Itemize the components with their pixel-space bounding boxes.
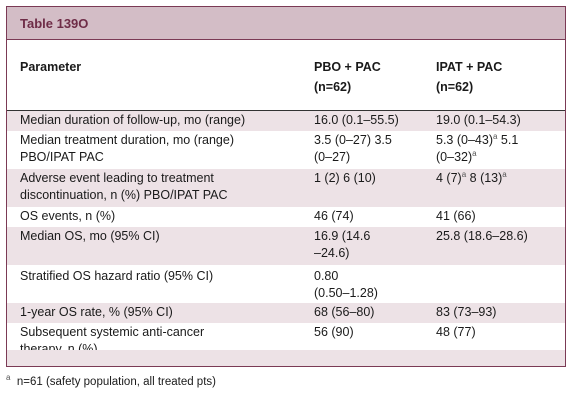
row-arm1-value: 16.0 (0.1–55.5) xyxy=(314,113,399,127)
table-row: Median treatment duration, mo (range) PB… xyxy=(7,131,565,169)
row-value-line: (0.50–1.28) xyxy=(314,286,378,300)
row-arm1-value: 56 (90) xyxy=(314,325,354,339)
header-divider xyxy=(7,110,565,111)
footnote-text: n=61 (safety population, all treated pts… xyxy=(16,376,216,388)
header-arm2: IPAT + PAC (n=62) xyxy=(436,57,502,97)
row-parameter: 1-year OS rate, % (95% CI) xyxy=(20,305,173,319)
row-arm2-value: 48 (77) xyxy=(436,325,476,339)
row-parameter: Stratified OS hazard ratio (95% CI) xyxy=(20,269,214,283)
row-value-line: 5.3 (0–43)a 5.1 xyxy=(436,131,519,147)
footnote-marker: a xyxy=(6,373,11,383)
row-value-line: 16.9 (14.6 xyxy=(314,229,371,243)
header-arm2-name: IPAT + PAC xyxy=(436,60,503,74)
row-arm2-value: 19.0 (0.1–54.3) xyxy=(436,113,521,127)
header-arm1-n: (n=62) xyxy=(314,80,352,94)
row-parameter-line: Adverse event leading to treatment xyxy=(20,171,214,185)
table-row: Stratified OS hazard ratio (95% CI) 0.80… xyxy=(7,265,565,303)
row-parameter-line: Median treatment duration, mo (range) xyxy=(20,133,234,147)
table-row: 1-year OS rate, % (95% CI) 68 (56–80) 83… xyxy=(7,303,565,323)
table-title-bar: Table 139O xyxy=(7,7,565,40)
row-value-line: (0–32)a xyxy=(436,148,477,164)
row-value-line: 3.5 (0–27) 3.5 xyxy=(314,133,392,147)
row-value-line: 0.80 xyxy=(314,269,339,283)
row-parameter: Adverse event leading to treatment disco… xyxy=(20,170,320,204)
row-arm1-value: 1 (2) 6 (10) xyxy=(314,171,376,185)
row-arm1-value: 16.9 (14.6 –24.6) xyxy=(314,228,440,262)
footnote-marker: a xyxy=(492,131,498,141)
row-arm1-value: 46 (74) xyxy=(314,209,354,223)
row-parameter: Median OS, mo (95% CI) xyxy=(20,229,160,243)
row-arm2-value: 5.3 (0–43)a 5.1 (0–32)a xyxy=(436,132,566,166)
table-title: Table 139O xyxy=(20,16,89,31)
table-row: Median duration of follow-up, mo (range)… xyxy=(7,111,565,131)
table-row: OS events, n (%) 46 (74) 41 (66) xyxy=(7,207,565,227)
table-row: Adverse event leading to treatment disco… xyxy=(7,169,565,207)
row-parameter-line: Subsequent systemic anti-cancer xyxy=(20,325,205,339)
row-arm1-value: 3.5 (0–27) 3.5 (0–27) xyxy=(314,132,440,166)
results-table: Table 139O Parameter PBO + PAC (n=62) IP… xyxy=(6,6,566,367)
row-arm2-value: 25.8 (18.6–28.6) xyxy=(436,229,528,243)
header-arm1: PBO + PAC (n=62) xyxy=(314,57,381,97)
footnote-marker: a xyxy=(472,148,477,158)
row-value-line: –24.6) xyxy=(314,246,350,260)
row-value-line: (0–27) xyxy=(314,150,351,164)
row-arm1-value: 0.80 (0.50–1.28) xyxy=(314,268,440,302)
table-bottom-band xyxy=(7,350,565,366)
row-arm1-value: 68 (56–80) xyxy=(314,305,375,319)
footnote-marker: a xyxy=(502,169,507,179)
row-arm2-value: 41 (66) xyxy=(436,209,476,223)
row-parameter: Median duration of follow-up, mo (range) xyxy=(20,113,246,127)
row-arm2-value: 4 (7)a 8 (13)a xyxy=(436,169,507,185)
row-parameter-line: PBO/IPAT PAC xyxy=(20,150,104,164)
table-row: Median OS, mo (95% CI) 16.9 (14.6 –24.6)… xyxy=(7,227,565,265)
header-arm1-name: PBO + PAC xyxy=(314,60,381,74)
row-parameter: OS events, n (%) xyxy=(20,209,116,223)
header-arm2-n: (n=62) xyxy=(436,80,474,94)
header-parameter: Parameter xyxy=(20,60,82,74)
table-footnote: a n=61 (safety population, all treated p… xyxy=(6,373,216,388)
row-arm2-value: 83 (73–93) xyxy=(436,305,497,319)
footnote-marker: a xyxy=(461,169,467,179)
row-parameter-line: discontinuation, n (%) PBO/IPAT PAC xyxy=(20,188,228,202)
row-parameter: Median treatment duration, mo (range) PB… xyxy=(20,132,320,166)
